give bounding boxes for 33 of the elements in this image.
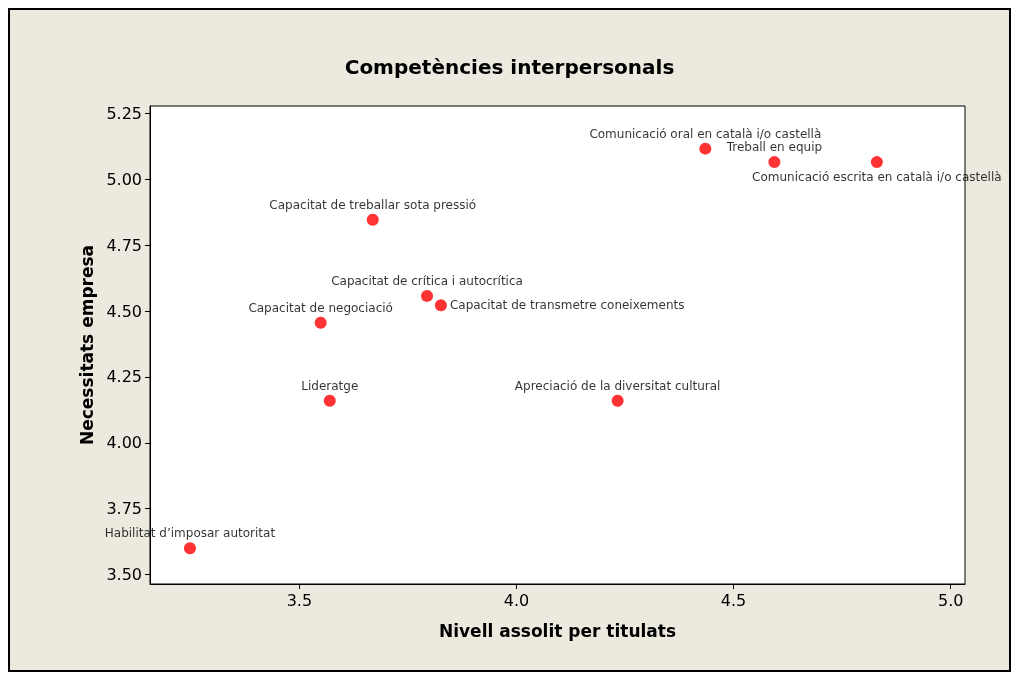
point xyxy=(699,142,712,155)
x-axis-title: Nivell assolit per titulats xyxy=(438,620,677,641)
point xyxy=(768,156,781,169)
y-tick-label: 3.75 xyxy=(106,499,142,519)
annotation: Comunicació oral en català i/o castellà xyxy=(589,126,822,141)
point xyxy=(434,299,447,312)
x-tick-label: 5.0 xyxy=(937,590,964,610)
annotation: Capacitat de negociació xyxy=(248,300,393,315)
point xyxy=(366,213,379,226)
y-tick-label: 3.50 xyxy=(106,565,142,585)
annotation: Capacitat de transmetre coneixements xyxy=(449,298,685,313)
y-axis-title: Necessitats empresa xyxy=(76,244,97,446)
point xyxy=(323,394,336,407)
y-tick-label: 4.75 xyxy=(106,235,142,255)
point xyxy=(421,289,434,302)
annotation: Capacitat de crítica i autocrítica xyxy=(331,273,523,288)
annotation: Capacitat de treballar sota pressió xyxy=(269,197,477,212)
y-tick-label: 4.25 xyxy=(106,367,142,387)
y-tick-label: 4.50 xyxy=(106,301,142,321)
annotation: Treball en equip xyxy=(725,140,823,155)
point xyxy=(870,156,883,169)
point xyxy=(183,542,196,555)
chart-title: Competències interpersonals xyxy=(344,55,675,79)
x-tick-label: 4.5 xyxy=(720,590,747,610)
point xyxy=(611,394,624,407)
x-tick-label: 4.0 xyxy=(503,590,530,610)
annotation: Lideratge xyxy=(301,378,359,393)
point xyxy=(314,316,327,329)
y-tick-label: 4.00 xyxy=(106,433,142,453)
x-tick-label: 3.5 xyxy=(286,590,313,610)
annotation: Apreciació de la diversitat cultural xyxy=(514,378,721,393)
y-tick-label: 5.25 xyxy=(106,104,142,124)
y-tick-label: 5.00 xyxy=(106,169,142,189)
